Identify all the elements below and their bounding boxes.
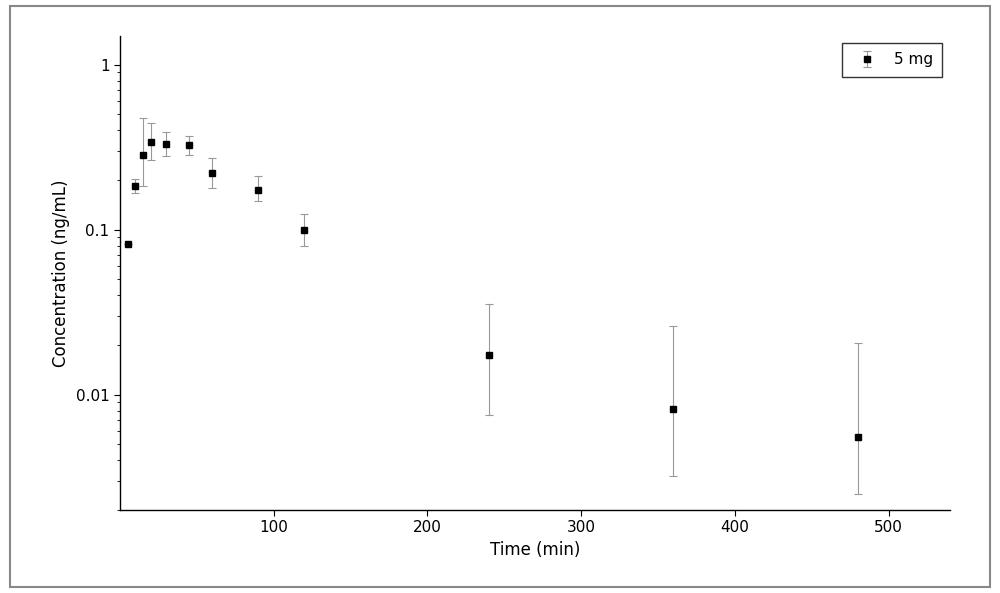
- Legend: 5 mg: 5 mg: [842, 43, 942, 76]
- X-axis label: Time (min): Time (min): [490, 541, 580, 559]
- Y-axis label: Concentration (ng/mL): Concentration (ng/mL): [52, 179, 70, 366]
